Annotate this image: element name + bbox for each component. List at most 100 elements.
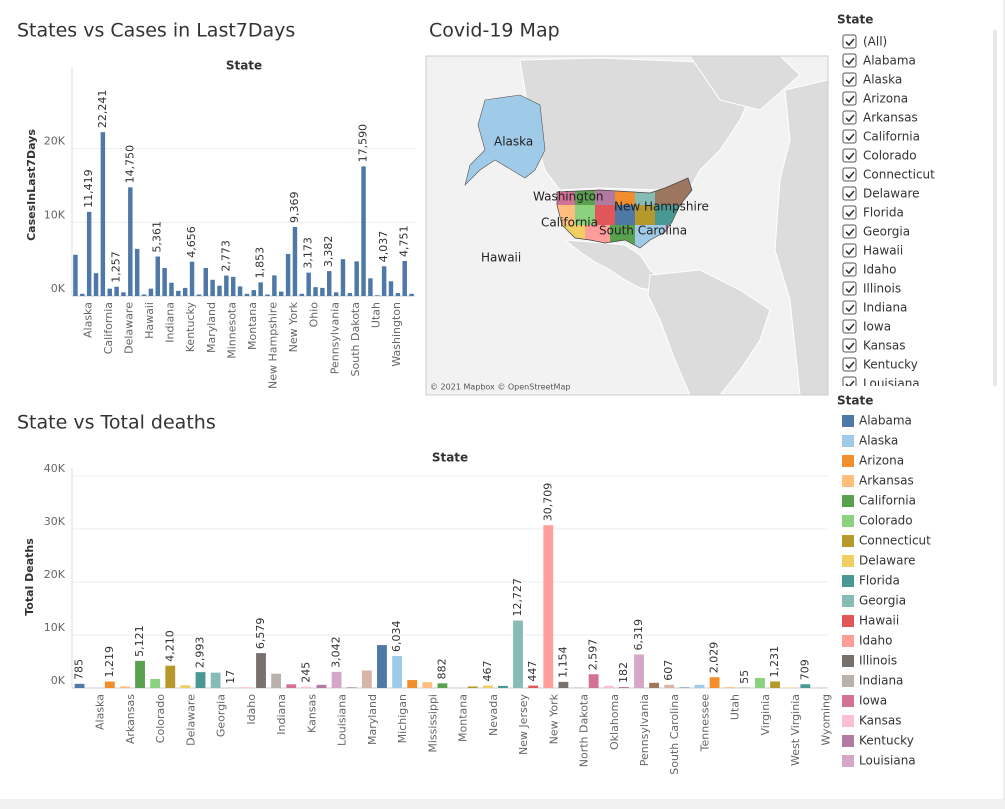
filter-item[interactable]: Georgia <box>863 225 910 239</box>
x-tick-label: Utah <box>369 302 382 328</box>
value-label: 6,579 <box>254 618 267 650</box>
filter-item[interactable]: Illinois <box>863 282 901 296</box>
bar <box>618 687 629 688</box>
checkmark <box>845 266 855 275</box>
value-label: 30,709 <box>541 483 554 522</box>
checkbox[interactable] <box>842 110 857 125</box>
x-tick-label: Minnesota <box>225 302 238 359</box>
bar <box>195 672 206 688</box>
filter-item[interactable]: Kansas <box>863 339 905 353</box>
checkbox[interactable] <box>842 186 857 201</box>
bar <box>785 687 796 688</box>
south-america <box>647 269 771 395</box>
filter-item[interactable]: Iowa <box>863 320 891 334</box>
checkbox[interactable] <box>842 53 857 68</box>
bar <box>437 683 448 688</box>
legend-label: Georgia <box>859 594 906 608</box>
x-tick-label: Delaware <box>122 302 135 354</box>
checkbox[interactable] <box>842 281 857 296</box>
checkbox[interactable] <box>842 338 857 353</box>
bar <box>340 259 346 296</box>
filter-title: State <box>837 13 873 27</box>
filter-item[interactable]: Florida <box>863 206 904 220</box>
checkbox[interactable] <box>842 205 857 220</box>
y-tick-label: 0K <box>51 282 66 295</box>
filter-item[interactable]: Colorado <box>863 149 917 163</box>
filter-item[interactable]: Hawaii <box>863 244 903 258</box>
checkbox[interactable] <box>842 376 857 390</box>
checkbox[interactable] <box>842 129 857 144</box>
value-label: 22,241 <box>96 90 109 128</box>
checkbox[interactable] <box>842 243 857 258</box>
legend-swatch <box>842 495 854 507</box>
y-tick-label: 30K <box>44 515 66 528</box>
checkbox[interactable] <box>842 91 857 106</box>
checkbox[interactable] <box>842 319 857 334</box>
filter-item[interactable]: Idaho <box>863 263 896 277</box>
checkmark <box>845 323 855 332</box>
map-attribution: © 2021 Mapbox © OpenStreetMap <box>430 383 570 392</box>
y-tick-label: 20K <box>44 568 66 581</box>
legend-swatch <box>842 435 854 447</box>
value-label: 2,993 <box>194 637 207 669</box>
x-tick-label: Idaho <box>245 694 258 725</box>
filter-item[interactable]: California <box>863 130 920 144</box>
filter-item[interactable]: Delaware <box>863 187 920 201</box>
checkmark <box>845 361 855 370</box>
value-label: 4,210 <box>163 630 176 662</box>
y-tick-label: 10K <box>44 208 66 221</box>
bar <box>649 682 660 688</box>
bar <box>210 672 221 688</box>
filter-item[interactable]: Arkansas <box>863 111 918 125</box>
checkbox[interactable] <box>842 72 857 87</box>
x-tick-label: Maryland <box>205 302 218 353</box>
checkmark <box>845 285 855 294</box>
filter-item[interactable]: (All) <box>863 35 887 49</box>
bar <box>240 687 251 688</box>
checkbox[interactable] <box>842 167 857 182</box>
x-tick-label: Alaska <box>94 694 107 730</box>
x-tick-label: West Virginia <box>789 694 802 766</box>
checkbox[interactable] <box>842 262 857 277</box>
checkmark <box>845 171 855 180</box>
filter-item[interactable]: Alabama <box>863 54 916 68</box>
bar <box>210 279 215 296</box>
filter-item[interactable]: Connecticut <box>863 168 935 182</box>
x-tick-label: Virginia <box>759 694 772 735</box>
checkbox[interactable] <box>842 300 857 315</box>
checkmark <box>845 95 855 104</box>
map-frame <box>425 55 829 396</box>
checkbox[interactable] <box>842 148 857 163</box>
legend-swatch <box>842 735 854 747</box>
map-label: South Carolina <box>599 224 687 238</box>
bar <box>467 686 478 688</box>
checkbox[interactable] <box>842 224 857 239</box>
filter-item[interactable]: Louisiana <box>863 377 920 391</box>
bar <box>333 292 339 296</box>
legend-swatch <box>842 475 854 487</box>
value-label: 11,419 <box>82 169 95 208</box>
y-axis-label: CasesInLast7Days <box>25 129 38 241</box>
bar <box>244 293 250 296</box>
value-label: 882 <box>435 658 448 679</box>
value-label: 17 <box>224 670 237 684</box>
x-tick-label: Alaska <box>81 302 94 338</box>
filter-item[interactable]: Kentucky <box>863 358 918 372</box>
bar <box>271 673 282 688</box>
bar <box>558 681 569 688</box>
checkmark <box>845 76 855 85</box>
bar <box>237 286 243 296</box>
bar <box>407 680 418 688</box>
x-tick-label: Kansas <box>305 694 318 733</box>
value-label: 4,751 <box>398 226 411 258</box>
filter-item[interactable]: Alaska <box>863 73 902 87</box>
bar <box>482 685 493 688</box>
value-label: 5,121 <box>133 625 146 657</box>
map-label: New Hampshire <box>614 200 709 214</box>
filter-item[interactable]: Indiana <box>863 301 907 315</box>
chart-title: States vs Cases in Last7Days <box>17 20 295 42</box>
y-tick-label: 40K <box>44 462 66 475</box>
checkbox[interactable] <box>842 34 857 49</box>
checkbox[interactable] <box>842 357 857 372</box>
filter-item[interactable]: Arizona <box>863 92 908 106</box>
